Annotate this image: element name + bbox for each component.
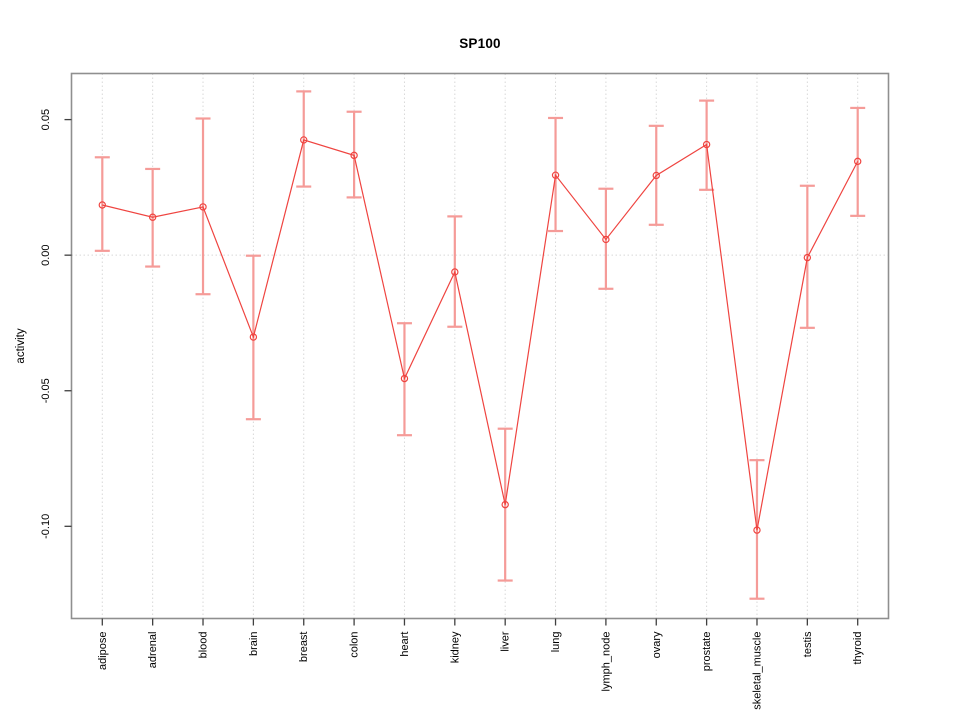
x-tick-label-skeletal_muscle: skeletal_muscle xyxy=(751,632,763,710)
error-bar-breast xyxy=(296,90,312,188)
x-tick-label-adrenal: adrenal xyxy=(147,632,159,669)
x-tick-label-kidney: kidney xyxy=(449,631,461,663)
x-tick-label-adipose: adipose xyxy=(97,632,109,671)
error-bars xyxy=(94,90,866,600)
point-prostate xyxy=(702,140,711,149)
point-lung xyxy=(551,171,560,179)
x-tick-label-thyroid: thyroid xyxy=(852,632,864,665)
x-tick-label-heart: heart xyxy=(399,632,411,657)
x-axis-ticks-and-labels: adipose adrenal blood brain breast colon heart… xyxy=(97,618,864,710)
point-blood xyxy=(199,203,207,211)
point-brain xyxy=(249,333,258,341)
point-colon xyxy=(350,151,358,160)
x-tick-label-ovary: ovary xyxy=(651,631,663,658)
x-tick-label-blood: blood xyxy=(198,632,210,659)
x-tick-label-liver: liver xyxy=(500,631,512,652)
point-testis xyxy=(803,253,812,262)
point-skeletal_muscle xyxy=(753,526,761,534)
vertical-gridlines xyxy=(101,73,859,619)
point-ovary xyxy=(652,171,660,180)
x-tick-label-lymph_node: lymph_node xyxy=(600,632,612,692)
series-line xyxy=(102,139,859,531)
y-tick-label--0.10: -0.10 xyxy=(40,514,52,539)
y-tick-label-0.00: 0.00 xyxy=(40,244,52,265)
x-tick-label-breast: breast xyxy=(298,632,310,663)
point-kidney xyxy=(451,268,459,276)
error-bar-adipose xyxy=(94,156,110,252)
plot-box xyxy=(70,72,890,620)
point-liver xyxy=(501,500,509,509)
point-lymph_node xyxy=(602,235,610,244)
y-axis-ticks-and-labels: 0.05 0.00 -0.05 -0.10 xyxy=(40,109,72,539)
series-polyline xyxy=(102,139,859,531)
x-tick-label-brain: brain xyxy=(248,632,260,656)
y-axis-label: activity xyxy=(15,328,27,363)
y-tick-label-0.05: 0.05 xyxy=(40,109,52,130)
point-adrenal xyxy=(148,213,157,221)
x-tick-label-colon: colon xyxy=(349,632,361,658)
point-breast xyxy=(300,136,308,144)
data-point-markers xyxy=(98,136,862,534)
point-thyroid xyxy=(854,157,862,166)
chart-title: SP100 xyxy=(459,36,501,51)
error-bar-colon xyxy=(346,110,362,199)
x-tick-label-testis: testis xyxy=(802,631,814,657)
plot-border-box xyxy=(70,72,890,620)
point-adipose xyxy=(98,201,107,209)
x-tick-label-lung: lung xyxy=(550,632,562,653)
y-axis-title: activity xyxy=(15,328,27,363)
y-tick-label--0.05: -0.05 xyxy=(40,378,52,403)
x-tick-label-prostate: prostate xyxy=(701,632,713,672)
point-heart xyxy=(400,374,409,383)
